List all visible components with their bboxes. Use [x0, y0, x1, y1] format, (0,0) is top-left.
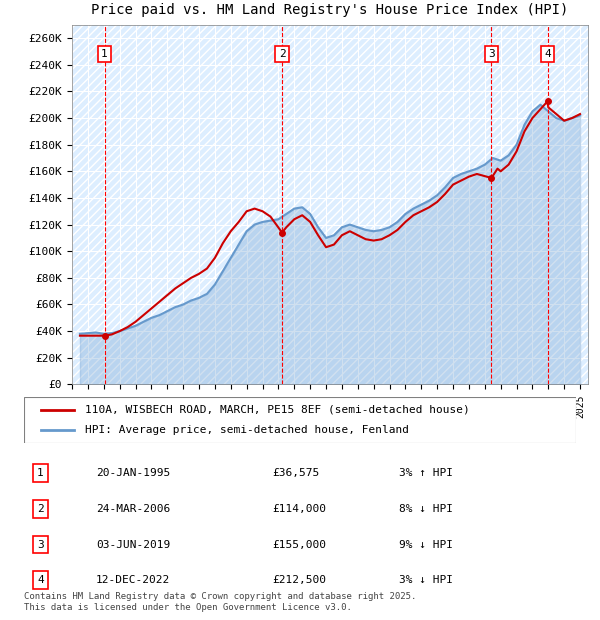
Text: £212,500: £212,500 — [272, 575, 326, 585]
Text: 1: 1 — [101, 49, 108, 59]
Text: 110A, WISBECH ROAD, MARCH, PE15 8EF (semi-detached house): 110A, WISBECH ROAD, MARCH, PE15 8EF (sem… — [85, 405, 469, 415]
Text: 3: 3 — [488, 49, 495, 59]
Text: 3: 3 — [37, 539, 44, 549]
Text: 1: 1 — [37, 468, 44, 478]
Text: 03-JUN-2019: 03-JUN-2019 — [96, 539, 170, 549]
FancyBboxPatch shape — [24, 397, 576, 443]
Text: £36,575: £36,575 — [272, 468, 320, 478]
Text: 20-JAN-1995: 20-JAN-1995 — [96, 468, 170, 478]
Text: 12-DEC-2022: 12-DEC-2022 — [96, 575, 170, 585]
Text: 24-MAR-2006: 24-MAR-2006 — [96, 504, 170, 514]
Text: 3% ↓ HPI: 3% ↓ HPI — [400, 575, 454, 585]
Text: 9% ↓ HPI: 9% ↓ HPI — [400, 539, 454, 549]
Text: HPI: Average price, semi-detached house, Fenland: HPI: Average price, semi-detached house,… — [85, 425, 409, 435]
Text: 4: 4 — [544, 49, 551, 59]
Text: 2: 2 — [278, 49, 286, 59]
Text: 8% ↓ HPI: 8% ↓ HPI — [400, 504, 454, 514]
Text: 4: 4 — [37, 575, 44, 585]
Text: £155,000: £155,000 — [272, 539, 326, 549]
Text: 3% ↑ HPI: 3% ↑ HPI — [400, 468, 454, 478]
Text: £114,000: £114,000 — [272, 504, 326, 514]
Text: 2: 2 — [37, 504, 44, 514]
Text: Contains HM Land Registry data © Crown copyright and database right 2025.
This d: Contains HM Land Registry data © Crown c… — [24, 592, 416, 611]
Title: 110A, WISBECH ROAD, MARCH, PE15 8EF
Price paid vs. HM Land Registry's House Pric: 110A, WISBECH ROAD, MARCH, PE15 8EF Pric… — [91, 0, 569, 17]
